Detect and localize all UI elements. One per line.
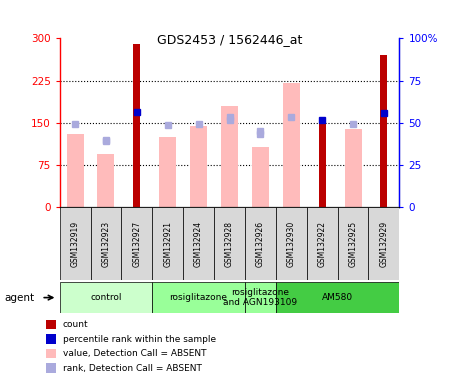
Bar: [122, 207, 152, 280]
Text: count: count: [63, 320, 89, 329]
Bar: [252, 147, 269, 207]
Bar: [97, 154, 114, 207]
Bar: [245, 207, 276, 280]
Bar: [245, 282, 276, 313]
Text: GSM132921: GSM132921: [163, 221, 172, 267]
Text: GSM132922: GSM132922: [318, 221, 327, 267]
Bar: [60, 207, 90, 280]
Text: GSM132929: GSM132929: [380, 221, 388, 267]
Bar: [159, 137, 176, 207]
Bar: [307, 207, 337, 280]
Text: GSM132919: GSM132919: [71, 221, 79, 267]
Bar: [190, 126, 207, 207]
Bar: [337, 207, 369, 280]
Text: GSM132928: GSM132928: [225, 221, 234, 267]
Text: agent: agent: [5, 293, 35, 303]
Bar: [345, 129, 362, 207]
Bar: [90, 207, 122, 280]
Text: value, Detection Call = ABSENT: value, Detection Call = ABSENT: [63, 349, 207, 358]
Bar: [152, 207, 183, 280]
Bar: [283, 83, 300, 207]
Text: GSM132926: GSM132926: [256, 221, 265, 267]
Text: GSM132925: GSM132925: [348, 221, 358, 267]
Bar: [60, 282, 152, 313]
Text: GSM132923: GSM132923: [101, 221, 111, 267]
Text: GSM132924: GSM132924: [194, 221, 203, 267]
Text: rank, Detection Call = ABSENT: rank, Detection Call = ABSENT: [63, 364, 202, 373]
Text: AM580: AM580: [322, 293, 353, 302]
Bar: [152, 282, 245, 313]
Bar: [276, 207, 307, 280]
Bar: [183, 207, 214, 280]
Text: GSM132930: GSM132930: [287, 221, 296, 267]
Bar: [221, 106, 238, 207]
Bar: [276, 282, 399, 313]
Text: GDS2453 / 1562446_at: GDS2453 / 1562446_at: [157, 33, 302, 46]
Text: GSM132927: GSM132927: [132, 221, 141, 267]
Bar: [319, 123, 325, 207]
Bar: [381, 55, 387, 207]
Text: percentile rank within the sample: percentile rank within the sample: [63, 334, 216, 344]
Bar: [369, 207, 399, 280]
Bar: [67, 134, 84, 207]
Text: rosiglitazone
and AGN193109: rosiglitazone and AGN193109: [224, 288, 297, 307]
Bar: [214, 207, 245, 280]
Bar: [134, 44, 140, 207]
Text: rosiglitazone: rosiglitazone: [170, 293, 228, 302]
Text: control: control: [90, 293, 122, 302]
